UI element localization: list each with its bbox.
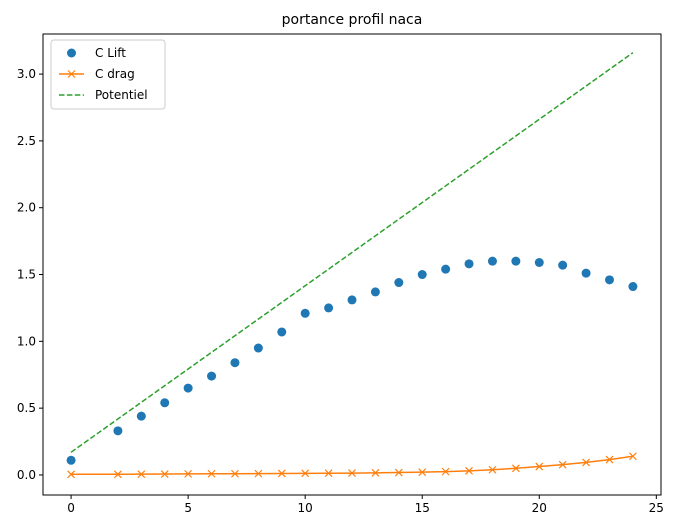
series-line-c-drag — [71, 455, 634, 476]
data-point-c-lift — [370, 287, 380, 297]
y-tick-label: 0.0 — [17, 468, 36, 482]
data-point-c-lift — [605, 275, 614, 285]
x-tick-label: 10 — [298, 501, 313, 515]
y-tick-label: 3.0 — [17, 67, 36, 81]
data-point-c-drag — [441, 467, 450, 476]
legend-swatch — [67, 48, 76, 58]
x-tick-label: 0 — [67, 501, 75, 515]
data-point-c-drag — [67, 470, 76, 479]
legend-item-potentiel: Potentiel — [59, 88, 148, 102]
data-point-c-lift — [511, 256, 521, 266]
data-point-c-lift — [628, 282, 638, 292]
series-line-potentiel — [70, 52, 634, 453]
data-point-c-drag — [628, 452, 637, 461]
data-point-c-lift — [464, 259, 474, 269]
data-point-c-lift — [347, 295, 357, 305]
legend-item-c-lift: C Lift — [67, 46, 126, 60]
data-point-c-drag — [160, 470, 169, 478]
x-tick-label: 15 — [415, 501, 430, 515]
data-point-c-lift — [417, 270, 427, 280]
data-point-c-lift — [558, 260, 568, 270]
data-point-c-drag — [324, 469, 333, 478]
y-tick-label: 1.0 — [17, 334, 36, 348]
data-point-c-drag — [184, 469, 193, 478]
data-point-c-drag — [113, 470, 122, 479]
data-point-c-lift — [277, 327, 287, 337]
data-point-c-lift — [581, 268, 591, 278]
data-point-c-drag — [348, 469, 356, 478]
data-point-c-drag — [418, 468, 427, 477]
data-point-c-drag — [371, 468, 380, 477]
data-point-c-drag — [394, 468, 403, 477]
data-point-c-drag — [582, 458, 591, 467]
legend-box — [50, 39, 166, 110]
data-point-c-drag — [535, 462, 544, 471]
y-tick-label: 1.5 — [17, 268, 36, 282]
data-point-c-drag — [488, 465, 497, 474]
y-tick-label: 2.0 — [17, 201, 36, 215]
data-point-c-lift — [394, 278, 404, 288]
legend-label: C drag — [95, 67, 135, 81]
data-point-c-lift — [66, 455, 76, 465]
y-tick-label: 2.5 — [17, 134, 36, 148]
plot-frame — [42, 33, 662, 496]
legend-item-c-drag: C drag — [59, 67, 135, 81]
data-point-c-lift — [160, 398, 170, 408]
data-point-c-drag — [231, 469, 239, 478]
data-point-c-lift — [300, 308, 310, 318]
x-tick-label: 25 — [649, 501, 664, 515]
data-point-c-lift — [113, 426, 123, 436]
legend-label: C Lift — [95, 46, 126, 60]
data-point-c-drag — [301, 469, 310, 478]
series-layer — [66, 52, 638, 479]
data-point-c-lift — [230, 358, 240, 368]
series-c-drag — [67, 452, 637, 479]
data-point-c-drag — [558, 460, 567, 469]
data-point-c-drag — [207, 469, 216, 478]
data-point-c-drag — [465, 466, 473, 475]
data-point-c-lift — [183, 383, 193, 393]
data-point-c-lift — [487, 256, 497, 266]
data-point-c-lift — [534, 257, 544, 267]
series-c-lift — [66, 256, 638, 465]
data-point-c-lift — [324, 303, 334, 313]
legend-label: Potentiel — [95, 88, 148, 102]
data-point-c-drag — [511, 464, 520, 473]
data-point-c-drag — [137, 470, 146, 479]
x-tick-label: 5 — [184, 501, 192, 515]
y-axis: 0.0 0.5 1.0 1.5 2.0 2.5 3.0 — [17, 67, 43, 482]
data-point-c-lift — [253, 343, 263, 353]
data-point-c-lift — [207, 371, 217, 381]
legend-swatch-marker — [67, 70, 76, 78]
data-point-c-drag — [254, 469, 263, 478]
y-tick-label: 0.5 — [17, 401, 36, 415]
data-point-c-drag — [277, 469, 286, 478]
series-potentiel — [70, 52, 634, 453]
legend: C Lift C drag Potentiel — [50, 39, 166, 110]
data-point-c-drag — [605, 455, 614, 464]
data-point-c-lift — [441, 264, 451, 274]
x-axis: 0 5 10 15 20 25 — [67, 495, 664, 515]
x-tick-label: 20 — [532, 501, 547, 515]
chart-title: portance profil naca — [282, 12, 423, 28]
data-point-c-lift — [136, 411, 146, 421]
